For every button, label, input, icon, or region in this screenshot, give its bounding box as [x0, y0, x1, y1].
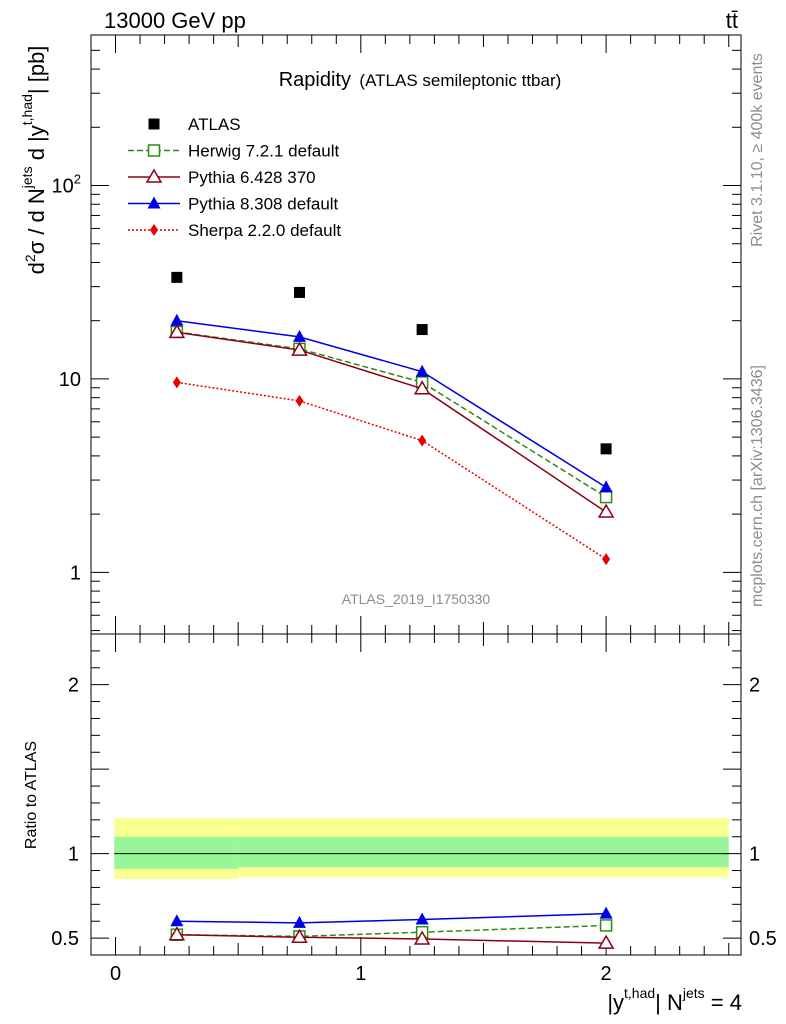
legend-marker-herwig-7-2-1-default [147, 144, 161, 157]
y-tick-label: 10 [59, 369, 81, 391]
ratio-line-pythia-6-428-370 [176, 933, 607, 944]
data-point-sherpa-2-2-0-default [418, 434, 427, 447]
data-point-herwig-7-2-1-default [599, 490, 613, 504]
legend-marker-pythia-8-308-default [147, 196, 161, 209]
ratio-band-inner [114, 836, 239, 869]
ratio-y-tick-label: 0.5 [51, 928, 79, 950]
energy-label: 13000 GeV pp [104, 8, 246, 33]
ratio-point-pythia-6-428-370 [168, 926, 186, 941]
y-tick-label: 1 [70, 562, 81, 584]
main-y-axis-label: d2σ / d Njets d |yt,had| [pb] [19, 46, 49, 275]
data-point-pythia-6-428-370 [413, 380, 431, 395]
ratio-y-axis-label: Ratio to ATLAS [23, 741, 40, 849]
ratio-band-inner [238, 836, 729, 868]
ratio-line-pythia-8-308-default [176, 912, 607, 924]
ratio-y-tick-label-right: 1 [749, 844, 760, 866]
legend-label-atlas: ATLAS [188, 115, 241, 134]
ratio-point-pythia-8-308-default [292, 915, 306, 928]
main-panel: 1 10 102 [52, 34, 742, 635]
x-tick-label: 1 [355, 963, 366, 985]
series-line-herwig-7-2-1-default [176, 331, 607, 498]
legend: ATLAS Herwig 7.2.1 default Pythia 6.428 37… [128, 115, 341, 240]
y-tick-label: 102 [52, 172, 81, 198]
data-point-pythia-6-428-370 [291, 341, 308, 356]
legend-marker-atlas [148, 118, 160, 130]
main-title: Rapidity [279, 69, 351, 91]
ratio-y-tick-label-right: 0.5 [749, 928, 777, 950]
ratio-point-pythia-8-308-default [415, 912, 429, 925]
series-line-pythia-8-308-default [176, 319, 607, 489]
ratio-point-pythia-8-308-default [170, 914, 184, 927]
x-tick-label: 2 [601, 963, 612, 985]
mcplots-label: mcplots.cern.ch [arXiv:1306.3436] [749, 365, 766, 607]
ratio-panel: 0 1 2 0.5 0.5 1 1 2 2 [51, 633, 777, 985]
data-point-sherpa-2-2-0-default [295, 394, 304, 407]
data-point-atlas [293, 286, 305, 298]
ratio-y-tick-label: 2 [68, 675, 79, 697]
ratio-y-tick-label: 1 [68, 844, 79, 866]
ratio-point-herwig-7-2-1-default [599, 919, 613, 932]
rivet-label: Rivet 3.1.10, ≥ 400k events [749, 53, 766, 247]
data-point-pythia-6-428-370 [168, 323, 186, 339]
data-point-pythia-8-308-default [292, 329, 306, 342]
ratio-y-tick-label-right: 2 [749, 675, 760, 697]
ratio-point-pythia-6-428-370 [597, 934, 615, 949]
data-point-atlas [416, 324, 428, 336]
x-axis-label: |yt,had| Njets = 4 [607, 985, 742, 1015]
legend-label-herwig-7-2-1-default: Herwig 7.2.1 default [188, 142, 339, 161]
legend-label-pythia-8-308-default: Pythia 8.308 default [188, 195, 339, 214]
x-tick-label: 0 [110, 963, 121, 985]
data-point-pythia-8-308-default [599, 480, 613, 493]
analysis-label: ATLAS_2019_I1750330 [342, 591, 491, 607]
ratio-point-pythia-6-428-370 [413, 930, 431, 945]
process-label: tt̄ [726, 8, 738, 33]
data-point-sherpa-2-2-0-default [602, 553, 611, 566]
ratio-point-pythia-6-428-370 [291, 928, 308, 944]
main-title-group: Rapidity (ATLAS semileptonic ttbar) [279, 69, 562, 91]
ratio-frame [90, 633, 742, 956]
data-point-pythia-8-308-default [415, 364, 429, 377]
legend-marker-pythia-6-428-370 [145, 168, 163, 183]
legend-marker-sherpa-2-2-0-default [150, 224, 158, 236]
series-line-pythia-6-428-370 [176, 331, 607, 513]
data-point-atlas [600, 443, 612, 455]
series-line-sherpa-2-2-0-default [176, 381, 607, 560]
ratio-point-pythia-8-308-default [599, 906, 613, 919]
data-point-pythia-8-308-default [170, 313, 184, 326]
legend-label-pythia-6-428-370: Pythia 6.428 370 [188, 168, 316, 187]
data-point-pythia-6-428-370 [597, 503, 615, 518]
main-subtitle: (ATLAS semileptonic ttbar) [359, 71, 561, 90]
data-point-sherpa-2-2-0-default [172, 376, 181, 389]
ratio-line-herwig-7-2-1-default [176, 924, 607, 938]
legend-label-sherpa-2-2-0-default: Sherpa 2.2.0 default [188, 221, 341, 240]
data-point-atlas [171, 271, 183, 283]
